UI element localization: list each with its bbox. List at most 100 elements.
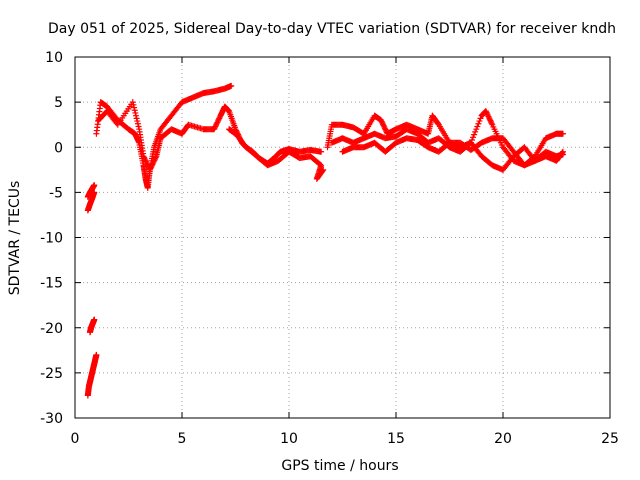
series-trace-b	[95, 99, 325, 173]
series-seg-early-1	[84, 351, 100, 399]
data-point	[379, 121, 386, 128]
data-point	[486, 116, 493, 123]
data-point	[379, 119, 386, 126]
y-axis-label: SDTVAR / TECUs	[7, 181, 23, 296]
data-point	[146, 166, 153, 173]
series-seg-early-2	[86, 316, 98, 336]
data-point	[211, 126, 218, 133]
data-point	[318, 148, 325, 155]
series-seg-early-3	[84, 189, 98, 214]
series-seg-early-4	[84, 182, 98, 200]
data-point	[378, 118, 385, 125]
data-point	[382, 126, 389, 133]
data-point	[475, 120, 482, 127]
data-point	[378, 117, 385, 124]
data-point	[485, 113, 492, 120]
data-point	[214, 118, 221, 125]
x-tick-label: 5	[178, 431, 187, 447]
data-point	[320, 166, 327, 173]
data-points	[84, 82, 566, 399]
data-point	[470, 134, 477, 141]
data-point	[472, 128, 479, 135]
data-point	[212, 123, 219, 130]
data-point	[134, 120, 141, 127]
y-tick-label: -15	[40, 276, 63, 292]
axis-ticks: 0 5 10 15 20 25 10 5 0 -5 -10 -15 -20 -25 -30	[40, 50, 619, 447]
x-tick-label: 15	[387, 431, 405, 447]
data-point	[149, 161, 156, 168]
data-point	[319, 167, 326, 174]
x-tick-label: 0	[71, 431, 80, 447]
data-point	[143, 158, 150, 165]
data-point	[142, 157, 149, 164]
y-tick-label: -5	[49, 185, 63, 201]
data-point	[148, 162, 155, 169]
chart-title: Day 051 of 2025, Sidereal Day-to-day VTE…	[48, 21, 616, 37]
data-point	[482, 108, 489, 115]
data-point	[484, 112, 491, 119]
data-point	[559, 148, 566, 155]
data-point	[129, 99, 136, 106]
data-point	[476, 118, 483, 125]
data-point	[487, 117, 494, 124]
data-point	[150, 158, 157, 165]
series-trace-d	[324, 108, 566, 169]
series-trace-c	[226, 126, 327, 182]
y-tick-label: -25	[40, 366, 63, 382]
y-tick-label: 10	[45, 50, 63, 66]
data-point	[474, 123, 481, 130]
x-axis-label: GPS time / hours	[281, 458, 398, 474]
data-point	[131, 104, 138, 111]
data-point	[486, 114, 493, 121]
data-point	[141, 154, 148, 161]
gridlines	[75, 57, 610, 418]
data-point	[91, 316, 98, 323]
data-point	[381, 123, 388, 130]
data-point	[484, 110, 491, 117]
data-point	[144, 161, 151, 168]
data-point	[93, 351, 100, 358]
data-point	[91, 182, 98, 189]
data-point	[559, 149, 566, 156]
data-point	[152, 154, 159, 161]
data-point	[152, 155, 159, 162]
data-point	[215, 116, 222, 123]
data-point	[473, 126, 480, 133]
data-point	[141, 155, 148, 162]
series-trace-f	[339, 135, 566, 169]
data-point	[131, 107, 138, 114]
plot-frame	[74, 56, 611, 419]
series-trace-a	[93, 82, 235, 191]
x-tick-label: 20	[494, 431, 512, 447]
data-point	[380, 122, 387, 129]
data-point	[148, 164, 155, 171]
y-tick-label: -20	[40, 321, 63, 337]
y-tick-label: -30	[40, 411, 63, 427]
data-point	[130, 101, 137, 108]
data-point	[132, 112, 139, 119]
y-tick-label: -10	[40, 231, 63, 247]
y-tick-label: 5	[54, 95, 63, 111]
data-point	[135, 123, 142, 130]
data-point	[211, 124, 218, 131]
data-point	[381, 125, 388, 132]
data-point	[132, 109, 139, 116]
data-point	[471, 131, 478, 138]
data-point	[483, 109, 490, 116]
x-tick-label: 25	[601, 431, 619, 447]
data-point	[150, 160, 157, 167]
data-point	[133, 115, 140, 122]
data-point	[216, 115, 223, 122]
data-point	[147, 165, 154, 172]
data-point	[488, 118, 495, 125]
data-point	[213, 120, 220, 127]
data-point	[214, 119, 221, 126]
data-point	[488, 120, 495, 127]
data-point	[134, 118, 141, 125]
data-point	[151, 157, 158, 164]
data-point	[477, 115, 484, 122]
data-point	[559, 130, 566, 137]
data-point	[140, 153, 147, 160]
data-point	[213, 122, 220, 129]
